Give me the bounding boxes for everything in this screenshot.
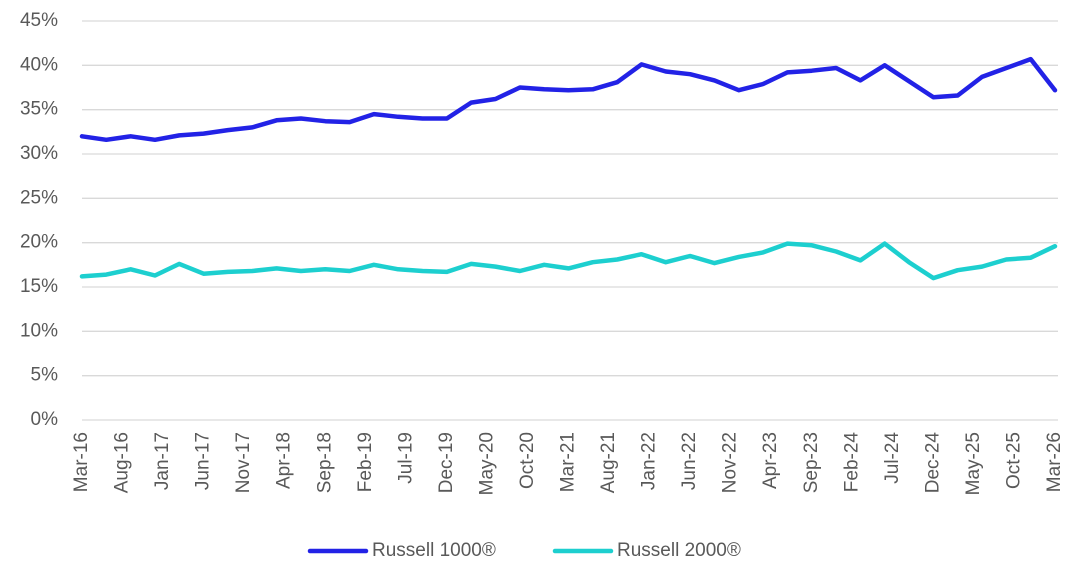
x-tick-label: May-20	[476, 432, 497, 495]
x-tick-label: Mar-21	[558, 432, 579, 492]
x-tick-label: Sep-23	[801, 432, 822, 493]
x-tick-label: Mar-26	[1044, 432, 1065, 492]
y-tick-label: 0%	[31, 409, 59, 430]
x-tick-label: Apr-23	[760, 432, 781, 489]
x-tick-label: Feb-19	[355, 432, 376, 492]
x-tick-label: Aug-16	[112, 432, 133, 493]
x-tick-label: Oct-20	[517, 432, 538, 489]
y-tick-label: 5%	[31, 365, 59, 386]
y-tick-label: 25%	[20, 187, 58, 208]
y-tick-label: 10%	[20, 320, 58, 341]
x-tick-label: Apr-18	[274, 432, 295, 489]
x-tick-label: Jun-17	[193, 432, 214, 490]
x-tick-label: May-25	[963, 432, 984, 495]
x-tick-label: Feb-24	[841, 432, 862, 493]
x-tick-label: Jul-19	[395, 432, 416, 484]
x-tick-label: Oct-25	[1003, 432, 1024, 489]
legend-label: Russell 2000®	[617, 540, 741, 561]
x-tick-label: Nov-22	[720, 432, 741, 493]
y-tick-label: 45%	[20, 10, 58, 31]
x-tick-label: Sep-18	[314, 432, 335, 493]
y-tick-label: 30%	[20, 143, 58, 164]
x-tick-label: Jan-17	[152, 432, 173, 490]
x-tick-label: Jul-24	[882, 432, 903, 484]
y-tick-label: 20%	[20, 232, 58, 253]
series-line	[79, 241, 1058, 281]
x-tick-label: Dec-24	[922, 432, 943, 494]
x-tick-label: Dec-19	[436, 432, 457, 493]
y-tick-label: 15%	[20, 276, 58, 297]
y-tick-label: 40%	[20, 54, 58, 75]
y-tick-label: 35%	[20, 99, 58, 120]
x-tick-label: Aug-21	[598, 432, 619, 493]
x-tick-label: Jun-22	[679, 432, 700, 490]
x-tick-label: Nov-17	[233, 432, 254, 493]
x-tick-label: Mar-16	[71, 432, 92, 492]
series-line	[79, 56, 1058, 143]
legend-label: Russell 1000®	[372, 540, 496, 561]
x-tick-label: Jan-22	[639, 432, 660, 490]
